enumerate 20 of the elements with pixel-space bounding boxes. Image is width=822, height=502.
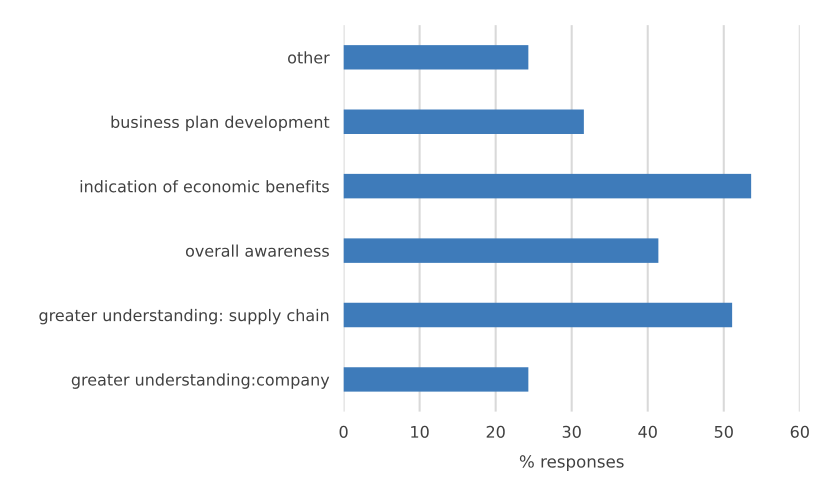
y-tick-label: greater understanding:company [72, 373, 330, 389]
bar [344, 45, 528, 70]
bar [344, 109, 584, 134]
y-tick-label: greater understanding: supply chain [39, 308, 328, 324]
x-tick-label: 40 [638, 426, 657, 438]
y-tick-label: overall awareness [186, 244, 329, 257]
x-tick-label: 20 [486, 426, 505, 438]
x-tick-label: 0 [340, 426, 348, 438]
x-tick-label: 60 [790, 426, 809, 438]
bar [344, 238, 658, 263]
y-tick-label: business plan development [112, 116, 330, 132]
y-tick-label: indication of economic benefits [80, 180, 329, 192]
x-axis-title: % responses [520, 455, 624, 472]
bar [344, 174, 752, 198]
x-tick-label: 50 [714, 426, 733, 438]
bar [344, 302, 732, 328]
bar [344, 367, 528, 392]
x-tick-label: 30 [562, 426, 581, 438]
y-tick-label: other [288, 51, 330, 64]
x-tick-label: 10 [411, 426, 429, 438]
